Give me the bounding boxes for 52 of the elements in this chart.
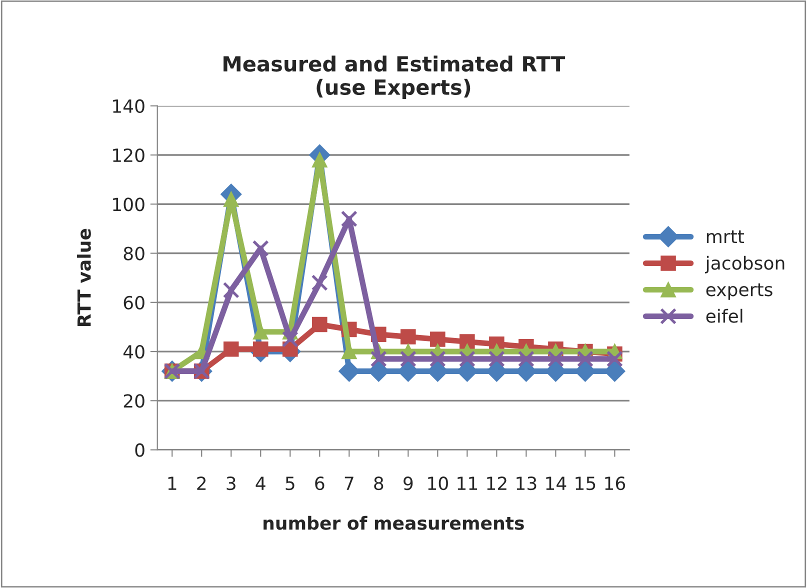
x-tick-label: 15 bbox=[576, 476, 596, 490]
x-tick-label: 1 bbox=[168, 476, 176, 490]
y-tick-label: 120 bbox=[113, 148, 144, 162]
point bbox=[429, 350, 446, 368]
point bbox=[430, 332, 446, 347]
x-tick-label: 4 bbox=[256, 476, 266, 490]
x-tick-label: 8 bbox=[374, 476, 384, 490]
x-tick-label: 3 bbox=[226, 476, 236, 490]
point bbox=[252, 341, 268, 357]
y-tick-label: 60 bbox=[124, 296, 144, 310]
point bbox=[370, 350, 387, 368]
point bbox=[400, 329, 416, 344]
legend-label: experts bbox=[706, 283, 772, 300]
chart-title: Measured and Estimated RTT (use Experts) bbox=[224, 56, 566, 100]
legend-label: jacobson bbox=[704, 256, 784, 274]
point bbox=[340, 210, 358, 228]
legend-label: mrtt bbox=[706, 230, 744, 244]
x-tick-label: 2 bbox=[197, 476, 206, 490]
x-tick-label: 14 bbox=[546, 476, 566, 490]
x-tick-label: 12 bbox=[487, 476, 506, 490]
x-tick-label: 16 bbox=[605, 476, 626, 490]
point bbox=[518, 350, 535, 368]
point bbox=[252, 240, 269, 257]
x-tick-label: 9 bbox=[404, 476, 413, 490]
x-axis-title: number of measurements bbox=[264, 516, 524, 530]
x-tick-label: 11 bbox=[458, 476, 477, 490]
y-tick-label: 140 bbox=[113, 99, 144, 113]
point bbox=[606, 350, 624, 368]
x-tick-label: 10 bbox=[428, 476, 448, 490]
y-tick-label: 100 bbox=[113, 198, 144, 212]
point bbox=[311, 274, 328, 292]
point bbox=[222, 282, 240, 298]
x-tick-label: 7 bbox=[344, 476, 354, 490]
point bbox=[282, 330, 298, 348]
y-tick-label: 20 bbox=[124, 394, 144, 408]
point bbox=[547, 350, 564, 368]
point bbox=[312, 316, 328, 332]
point bbox=[576, 350, 594, 368]
y-axis-title: RTT value bbox=[76, 228, 91, 326]
y-tick-label: 0 bbox=[135, 443, 144, 457]
point bbox=[458, 350, 476, 368]
y-tick-label: 80 bbox=[124, 246, 144, 260]
legend-label: eifel bbox=[706, 308, 742, 323]
x-tick-label: 6 bbox=[315, 476, 324, 490]
point bbox=[460, 334, 475, 350]
point bbox=[400, 350, 416, 368]
x-tick-label: 5 bbox=[286, 476, 294, 490]
y-tick-label: 40 bbox=[123, 345, 144, 359]
x-tick-label: 13 bbox=[516, 476, 536, 490]
point bbox=[488, 350, 506, 368]
point bbox=[252, 324, 268, 340]
point bbox=[223, 341, 239, 357]
